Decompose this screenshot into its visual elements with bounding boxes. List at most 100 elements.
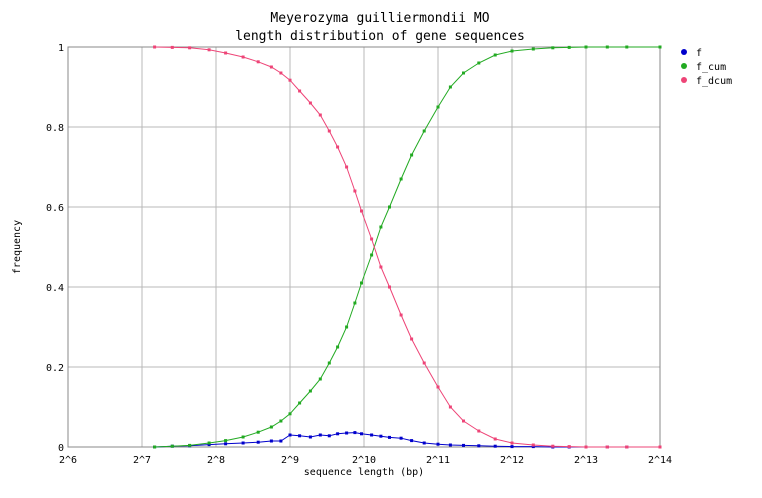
data-point (567, 45, 571, 49)
data-point (658, 45, 662, 49)
data-point (462, 419, 465, 423)
chart-subtitle: length distribution of gene sequences (235, 29, 525, 44)
data-point (336, 145, 340, 149)
data-point (170, 45, 174, 49)
data-point (269, 439, 273, 443)
data-point (224, 439, 228, 443)
data-point (448, 85, 452, 89)
data-point (625, 45, 629, 49)
data-point (288, 78, 292, 82)
data-point (531, 445, 535, 449)
x-tick-label: 2^9 (281, 455, 299, 466)
data-point (510, 441, 514, 445)
data-point (353, 189, 357, 193)
data-point (207, 48, 211, 52)
data-point (551, 444, 555, 448)
data-point (318, 377, 322, 381)
data-point (584, 445, 588, 449)
data-point (224, 51, 228, 55)
chart-title: Meyerozyma guilliermondii MO (270, 11, 489, 26)
data-point (360, 209, 363, 213)
data-point (436, 442, 440, 446)
x-tick-label: 2^8 (207, 455, 225, 466)
data-point (327, 434, 331, 438)
data-point (170, 444, 174, 448)
x-axis-label: sequence length (bp) (304, 467, 424, 478)
data-point (298, 434, 302, 438)
x-tick-label: 2^14 (648, 455, 672, 466)
data-point (379, 434, 383, 438)
data-point (531, 443, 535, 447)
data-point (188, 443, 192, 447)
data-point (153, 445, 157, 449)
y-axis-label: frequency (12, 220, 23, 274)
data-point (256, 430, 260, 434)
data-point (493, 53, 497, 57)
data-point (493, 437, 497, 441)
x-tick-labels: 2^6 2^7 2^8 2^9 2^10 2^11 2^12 2^13 2^14 (59, 455, 672, 466)
data-point (477, 61, 481, 65)
x-tick-label: 2^7 (133, 455, 151, 466)
data-point (327, 129, 331, 133)
data-point (308, 435, 312, 439)
data-point (241, 441, 245, 445)
series-f-dcum (153, 45, 662, 449)
data-point (279, 439, 283, 443)
data-point (308, 389, 312, 393)
data-point (370, 433, 374, 437)
data-point (448, 443, 452, 447)
data-point (567, 445, 571, 449)
legend-marker (681, 49, 687, 55)
data-point (288, 412, 292, 416)
data-point (345, 431, 349, 435)
data-point (436, 385, 440, 389)
data-point (345, 325, 349, 329)
data-point (336, 432, 340, 436)
data-point (288, 433, 292, 437)
x-tick-label: 2^11 (426, 455, 450, 466)
data-point (462, 71, 465, 75)
data-point (388, 435, 391, 439)
data-point (207, 443, 211, 447)
data-point (360, 281, 363, 285)
y-tick-label: 0 (58, 443, 64, 454)
data-point (318, 433, 322, 437)
data-point (605, 445, 609, 449)
data-point (422, 361, 426, 365)
data-point (410, 153, 414, 157)
legend-entry: f (696, 48, 702, 59)
data-point (510, 445, 514, 449)
x-tick-label: 2^6 (59, 455, 77, 466)
series-line (154, 46, 660, 448)
x-tick-label: 2^10 (352, 455, 376, 466)
grid-lines (68, 47, 660, 447)
plot-frame (67, 46, 661, 448)
y-tick-label: 0.6 (46, 203, 64, 214)
data-point (241, 55, 245, 59)
data-point (422, 129, 426, 133)
data-point (256, 60, 260, 64)
series-f-cum (153, 45, 662, 449)
x-tick-label: 2^13 (574, 455, 598, 466)
y-tick-label: 0.2 (46, 363, 64, 374)
data-point (477, 444, 481, 448)
data-point (448, 405, 452, 409)
data-point (370, 237, 374, 241)
data-point (224, 442, 228, 446)
series-layer (153, 45, 662, 449)
data-point (318, 113, 322, 117)
data-point (279, 71, 283, 75)
series-line (154, 46, 660, 448)
data-point (241, 435, 245, 439)
y-tick-label: 0.4 (46, 283, 64, 294)
data-point (584, 45, 588, 49)
y-tick-label: 1 (58, 43, 64, 54)
data-point (269, 425, 273, 429)
data-point (399, 177, 403, 181)
data-point (256, 440, 260, 444)
x-tick-label: 2^12 (500, 455, 524, 466)
data-point (298, 401, 302, 405)
data-point (353, 301, 357, 305)
data-point (153, 45, 157, 49)
data-point (531, 47, 535, 51)
